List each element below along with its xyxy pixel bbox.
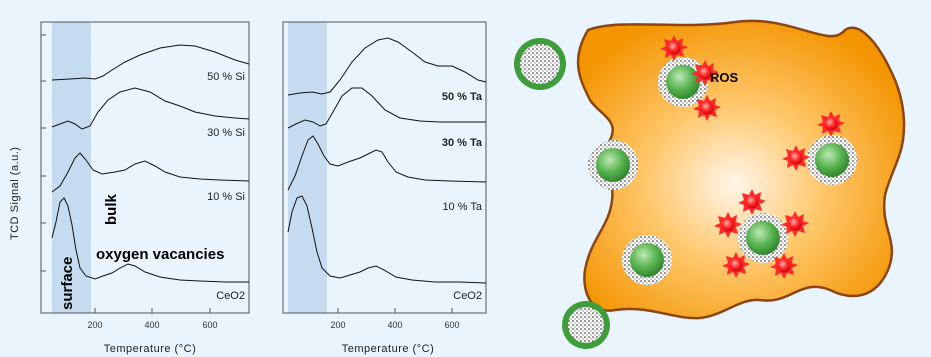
right-plot-frame	[282, 21, 487, 314]
right-x-axis-title: Temperature (°C)	[342, 343, 434, 355]
right-curve-10-ta	[287, 135, 487, 191]
left-series-label-ceo2: CeO2	[216, 290, 245, 302]
left-curve-ceo2	[51, 197, 249, 283]
left-y-ticks	[41, 34, 46, 272]
left-curve-10-si	[51, 152, 250, 193]
right-x-tick-200: 200	[330, 320, 345, 330]
right-x-ticks	[337, 308, 453, 313]
left-x-axis-title: Temperature (°C)	[104, 343, 196, 355]
left-x-tick-400: 400	[144, 320, 159, 330]
right-chart: 200 400 600 50 % Ta 30 % Ta 10 % Ta CeO2…	[282, 21, 487, 355]
ros-label: ROS	[710, 70, 739, 85]
right-curve-50-ta	[287, 37, 487, 96]
annotation-bulk: bulk	[103, 194, 120, 225]
left-curve-50-si	[51, 44, 250, 81]
annotation-oxygen-vacancies: oxygen vacancies	[96, 246, 224, 263]
right-series-label-50: 50 % Ta	[442, 91, 483, 103]
right-surface-shade	[288, 22, 327, 313]
left-series-label-50: 50 % Si	[207, 71, 245, 83]
right-series-label-10: 10 % Ta	[442, 201, 482, 213]
right-curve-30-ta	[287, 87, 486, 129]
left-plot-frame	[40, 21, 250, 314]
left-series-label-10: 10 % Si	[207, 191, 245, 203]
left-x-ticks	[94, 308, 211, 313]
right-x-tick-600: 600	[444, 320, 459, 330]
left-x-tick-200: 200	[87, 320, 102, 330]
ros-species	[660, 35, 845, 279]
left-series-label-30: 30 % Si	[207, 127, 245, 139]
right-curve-ceo2	[287, 195, 487, 284]
right-series-label-ceo2: CeO2	[453, 290, 482, 302]
left-surface-shade	[52, 22, 91, 313]
left-curve-30-si	[51, 87, 250, 130]
support-particles	[514, 38, 857, 349]
schematic: ROS	[514, 19, 906, 349]
right-series-label-30: 30 % Ta	[442, 137, 483, 149]
right-x-tick-400: 400	[387, 320, 402, 330]
annotation-surface: surface	[59, 257, 76, 310]
left-x-tick-600: 600	[202, 320, 217, 330]
y-axis-title: TCD Signal (a.u.)	[9, 147, 21, 240]
left-chart: 200 400 600 50 % Si 30 % Si 10 % Si CeO2…	[40, 21, 250, 355]
